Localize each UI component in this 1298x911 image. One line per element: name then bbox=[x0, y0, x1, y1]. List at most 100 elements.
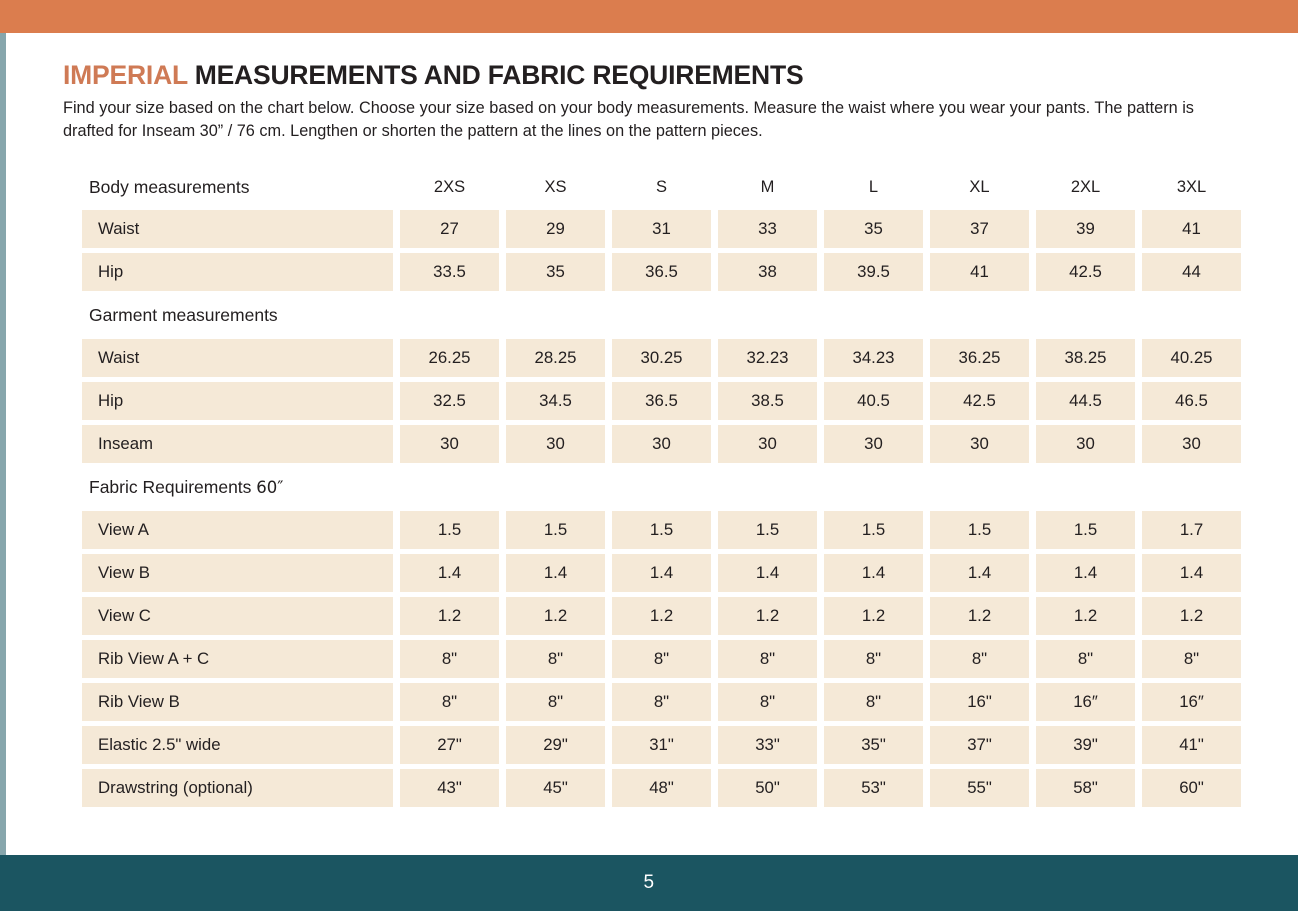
cell-elastic-2-5-wide-2xl: 39" bbox=[1036, 726, 1135, 764]
cell-rib-view-a-c-2xs: 8" bbox=[400, 640, 499, 678]
cell-drawstring-optional-s: 48" bbox=[612, 769, 711, 807]
cell-hip-xs: 34.5 bbox=[506, 382, 605, 420]
cell-rib-view-a-c-3xl: 8" bbox=[1142, 640, 1241, 678]
cell-view-a-m: 1.5 bbox=[718, 511, 817, 549]
cell-elastic-2-5-wide-l: 35" bbox=[824, 726, 923, 764]
unit-system-label: IMPERIAL bbox=[63, 60, 188, 90]
cell-rib-view-b-l: 8" bbox=[824, 683, 923, 721]
table-row: Rib View B 8" 8" 8" 8" 8" 16" 16″ 16″ bbox=[82, 683, 1241, 721]
cell-waist-3xl: 40.25 bbox=[1142, 339, 1241, 377]
cell-hip-l: 40.5 bbox=[824, 382, 923, 420]
cell-view-c-l: 1.2 bbox=[824, 597, 923, 635]
row-label-rib-view-a-c: Rib View A + C bbox=[82, 640, 393, 678]
table-row: View A 1.5 1.5 1.5 1.5 1.5 1.5 1.5 1.7 bbox=[82, 511, 1241, 549]
cell-drawstring-optional-xs: 45" bbox=[506, 769, 605, 807]
cell-rib-view-a-c-l: 8" bbox=[824, 640, 923, 678]
cell-hip-xl: 42.5 bbox=[930, 382, 1029, 420]
table-column-header-row: Body measurements 2XS XS S M L XL 2XL 3XL bbox=[82, 169, 1241, 205]
cell-drawstring-optional-3xl: 60" bbox=[1142, 769, 1241, 807]
page-title-rest: MEASUREMENTS AND FABRIC REQUIREMENTS bbox=[187, 60, 804, 90]
section-title-body-measurements: Body measurements bbox=[89, 176, 250, 197]
cell-rib-view-a-c-m: 8" bbox=[718, 640, 817, 678]
page-number: 5 bbox=[643, 872, 655, 893]
cell-waist-xl: 37 bbox=[930, 210, 1029, 248]
size-header-xl: XL bbox=[969, 177, 990, 196]
cell-view-b-s: 1.4 bbox=[612, 554, 711, 592]
cell-view-b-xl: 1.4 bbox=[930, 554, 1029, 592]
cell-view-b-3xl: 1.4 bbox=[1142, 554, 1241, 592]
cell-inseam-3xl: 30 bbox=[1142, 425, 1241, 463]
cell-elastic-2-5-wide-2xs: 27" bbox=[400, 726, 499, 764]
cell-hip-3xl: 44 bbox=[1142, 253, 1241, 291]
row-label-hip: Hip bbox=[82, 253, 393, 291]
page-content: IMPERIAL MEASUREMENTS AND FABRIC REQUIRE… bbox=[0, 33, 1298, 855]
table-row: Inseam 30 30 30 30 30 30 30 30 bbox=[82, 425, 1241, 463]
cell-rib-view-a-c-xs: 8" bbox=[506, 640, 605, 678]
cell-rib-view-a-c-s: 8" bbox=[612, 640, 711, 678]
cell-view-a-xl: 1.5 bbox=[930, 511, 1029, 549]
cell-rib-view-a-c-xl: 8" bbox=[930, 640, 1029, 678]
row-label-view-b: View B bbox=[82, 554, 393, 592]
cell-waist-l: 35 bbox=[824, 210, 923, 248]
cell-view-c-2xl: 1.2 bbox=[1036, 597, 1135, 635]
cell-view-b-2xs: 1.4 bbox=[400, 554, 499, 592]
cell-rib-view-b-m: 8" bbox=[718, 683, 817, 721]
table-row: Hip 33.5 35 36.5 38 39.5 41 42.5 44 bbox=[82, 253, 1241, 291]
cell-rib-view-b-3xl: 16″ bbox=[1142, 683, 1241, 721]
row-label-waist: Waist bbox=[82, 210, 393, 248]
cell-hip-l: 39.5 bbox=[824, 253, 923, 291]
cell-inseam-xl: 30 bbox=[930, 425, 1029, 463]
size-header-s: S bbox=[655, 177, 667, 196]
table-row: Rib View A + C 8" 8" 8" 8" 8" 8" 8" 8" bbox=[82, 640, 1241, 678]
row-label-waist: Waist bbox=[82, 339, 393, 377]
cell-waist-xl: 36.25 bbox=[930, 339, 1029, 377]
measurements-table: Body measurements 2XS XS S M L XL 2XL 3XL Waist 27… bbox=[75, 164, 1248, 812]
size-header-3xl: 3XL bbox=[1176, 177, 1207, 196]
cell-rib-view-a-c-2xl: 8" bbox=[1036, 640, 1135, 678]
section-title-suffix: 60″ bbox=[256, 477, 284, 497]
table-row: Elastic 2.5" wide 27" 29" 31" 33" 35" 37" 39" 41… bbox=[82, 726, 1241, 764]
cell-hip-2xl: 44.5 bbox=[1036, 382, 1135, 420]
cell-inseam-m: 30 bbox=[718, 425, 817, 463]
footer-bar: 5 bbox=[0, 855, 1298, 911]
cell-drawstring-optional-xl: 55" bbox=[930, 769, 1029, 807]
intro-paragraph: Find your size based on the chart below.… bbox=[63, 99, 1194, 140]
cell-hip-s: 36.5 bbox=[612, 253, 711, 291]
cell-view-c-s: 1.2 bbox=[612, 597, 711, 635]
cell-view-a-2xs: 1.5 bbox=[400, 511, 499, 549]
cell-view-a-s: 1.5 bbox=[612, 511, 711, 549]
cell-waist-s: 30.25 bbox=[612, 339, 711, 377]
row-label-rib-view-b: Rib View B bbox=[82, 683, 393, 721]
section-title-fabric-requirements: Fabric Requirements 60″ bbox=[82, 468, 1241, 506]
cell-waist-xs: 28.25 bbox=[506, 339, 605, 377]
cell-view-a-2xl: 1.5 bbox=[1036, 511, 1135, 549]
cell-view-c-2xs: 1.2 bbox=[400, 597, 499, 635]
row-label-inseam: Inseam bbox=[82, 425, 393, 463]
cell-inseam-2xs: 30 bbox=[400, 425, 499, 463]
cell-waist-l: 34.23 bbox=[824, 339, 923, 377]
table-row: Hip 32.5 34.5 36.5 38.5 40.5 42.5 44.5 46.5 bbox=[82, 382, 1241, 420]
table-row: Waist 26.25 28.25 30.25 32.23 34.23 36.25 38.25… bbox=[82, 339, 1241, 377]
cell-rib-view-b-2xs: 8" bbox=[400, 683, 499, 721]
row-label-view-a: View A bbox=[82, 511, 393, 549]
cell-hip-s: 36.5 bbox=[612, 382, 711, 420]
table-row: View C 1.2 1.2 1.2 1.2 1.2 1.2 1.2 1.2 bbox=[82, 597, 1241, 635]
table-row: Waist 27 29 31 33 35 37 39 41 bbox=[82, 210, 1241, 248]
cell-rib-view-b-xl: 16" bbox=[930, 683, 1029, 721]
cell-view-b-xs: 1.4 bbox=[506, 554, 605, 592]
cell-waist-3xl: 41 bbox=[1142, 210, 1241, 248]
cell-drawstring-optional-2xs: 43" bbox=[400, 769, 499, 807]
row-label-view-c: View C bbox=[82, 597, 393, 635]
cell-drawstring-optional-l: 53" bbox=[824, 769, 923, 807]
cell-view-a-3xl: 1.7 bbox=[1142, 511, 1241, 549]
left-edge-stripe bbox=[0, 0, 6, 911]
section-title-text: Fabric Requirements bbox=[89, 476, 257, 497]
cell-drawstring-optional-m: 50" bbox=[718, 769, 817, 807]
size-header-m: M bbox=[760, 177, 775, 196]
cell-waist-s: 31 bbox=[612, 210, 711, 248]
cell-waist-xs: 29 bbox=[506, 210, 605, 248]
cell-drawstring-optional-2xl: 58" bbox=[1036, 769, 1135, 807]
cell-view-a-xs: 1.5 bbox=[506, 511, 605, 549]
cell-view-c-xs: 1.2 bbox=[506, 597, 605, 635]
cell-inseam-xs: 30 bbox=[506, 425, 605, 463]
